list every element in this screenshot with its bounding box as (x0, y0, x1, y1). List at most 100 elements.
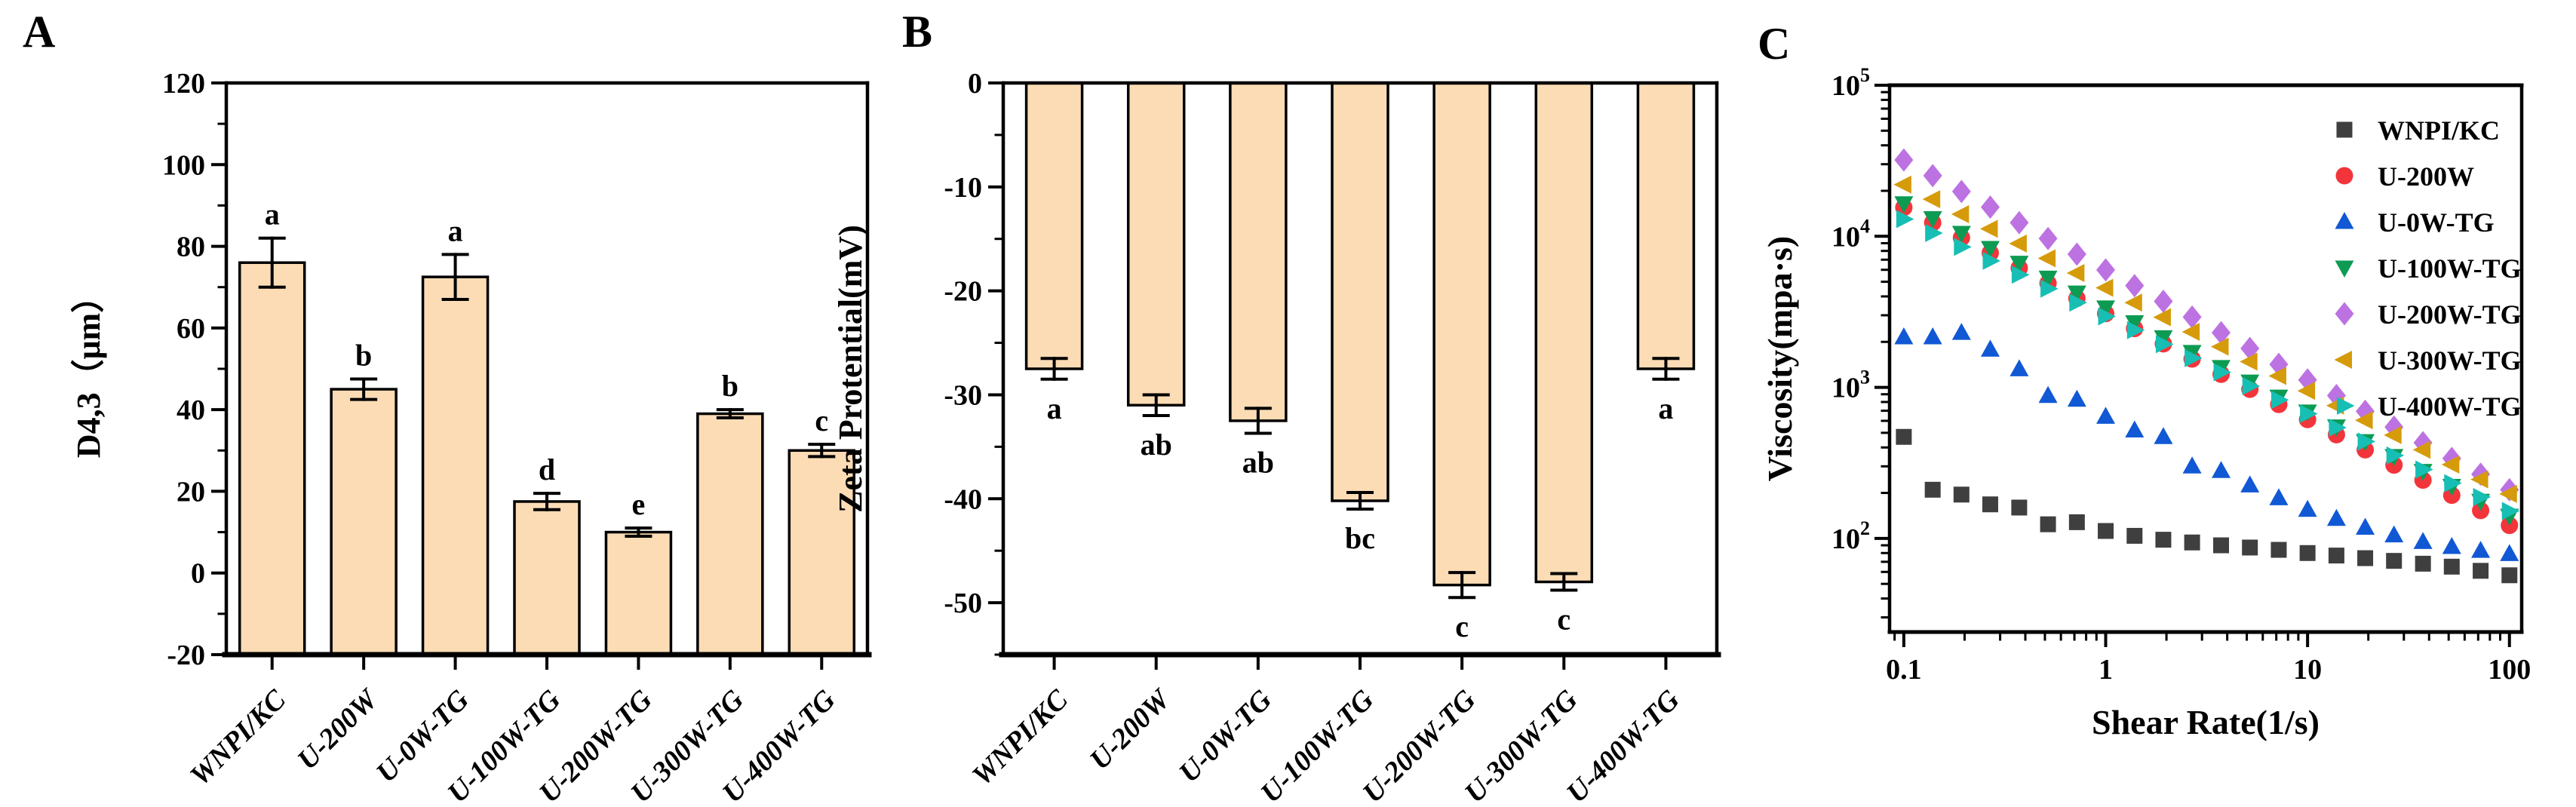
legend-item-U-200W-TG: U-200W-TG (2335, 299, 2522, 330)
legend-label: WNPI/KC (2378, 115, 2500, 146)
error-bar-U-100W-TG (1346, 491, 1374, 511)
point-U-200W-TG (2125, 274, 2145, 298)
y-tick-label: -50 (944, 588, 982, 619)
point-U-400W-TG (1954, 238, 1972, 256)
x-category-label: WNPI/KC (966, 683, 1075, 792)
point-U-100W-TG (2010, 256, 2029, 273)
point-U-200W-TG (2212, 321, 2231, 345)
point-WNPI/KC (2213, 537, 2230, 554)
y-axis-title-a: D4,3（μm） (70, 280, 107, 458)
error-bar-WNPI/KC (258, 236, 286, 289)
bar-U-200W-TG (1432, 81, 1491, 587)
y-tick-label: -20 (944, 276, 982, 308)
axes-b (988, 81, 1721, 670)
legend-label: U-400W-TG (2378, 391, 2522, 422)
x-category-label: U-200W (291, 682, 385, 776)
sig-letter-U-200W-TG: c (1455, 609, 1469, 643)
point-U-400W-TG (1982, 251, 2000, 270)
point-U-400W-TG (2011, 265, 2030, 284)
y-tick-label: -10 (944, 172, 982, 204)
point-U-0W-TG (2298, 499, 2317, 517)
point-WNPI/KC (1924, 481, 1941, 498)
x-category-label: U-200W (1084, 682, 1178, 776)
point-U-300W-TG (2037, 249, 2056, 268)
series-WNPI/KC (1896, 428, 2518, 584)
point-U-300W-TG (1979, 219, 1998, 238)
point-U-300W-TG (2268, 367, 2286, 385)
point-U-0W-TG (2356, 517, 2375, 535)
panel-letter-c: C (1758, 19, 1791, 69)
point-WNPI/KC (2357, 550, 2374, 566)
sig-letter-U-100W-TG: bc (1345, 521, 1375, 555)
point-U-300W-TG (2095, 278, 2114, 297)
y-tick-label: -40 (944, 483, 982, 515)
point-U-300W-TG (2499, 484, 2517, 503)
point-U-400W-TG (2069, 293, 2087, 312)
legend-marker-U-400W-TG (2337, 397, 2355, 415)
y-tick-label: 60 (177, 313, 205, 345)
point-U-0W-TG (1951, 323, 1971, 340)
point-U-0W-TG (2182, 456, 2202, 474)
y-tick-label-1e4: 104 (1831, 215, 1870, 253)
legend-marker-U-300W-TG (2334, 351, 2352, 369)
legend-label: U-100W-TG (2378, 253, 2522, 284)
legend-item-U-200W: U-200W (2335, 161, 2474, 192)
legend-marker-U-100W-TG (2335, 260, 2354, 278)
point-U-200W-TG (2010, 210, 2029, 235)
point-WNPI/KC (2155, 532, 2172, 548)
legend: WNPI/KC U-200W U-0W-TG U-100W-TG U-200W-TG U-… (2334, 115, 2522, 422)
error-bar-U-200W-TG (1448, 571, 1476, 600)
point-U-400W-TG (1896, 210, 1914, 229)
y-tick-label: 0 (968, 68, 982, 100)
series-U-0W-TG (1894, 323, 2519, 561)
y-axis-title-c: Viscosity(mpa·s) (1761, 236, 1799, 481)
series-U-300W-TG (1893, 175, 2517, 503)
error-bar-U-400W-TG (1652, 357, 1680, 381)
point-U-0W-TG (2500, 544, 2519, 561)
point-U-100W-TG (2038, 270, 2058, 288)
point-U-100W-TG (1923, 210, 1942, 229)
bar-U-300W-TG (696, 412, 764, 656)
bar-WNPI/KC (238, 261, 306, 656)
point-U-200W-TG (2096, 258, 2116, 282)
sig-letter-U-100W-TG: d (539, 453, 555, 486)
x-tick-label: 1 (2099, 654, 2113, 686)
sig-letter-U-200W: ab (1141, 428, 1172, 462)
point-U-0W-TG (1923, 327, 1942, 345)
point-U-300W-TG (2384, 425, 2402, 444)
point-U-300W-TG (2355, 411, 2373, 430)
error-bar-U-200W-TG (625, 526, 652, 538)
point-U-0W-TG (2384, 525, 2404, 543)
point-WNPI/KC (2040, 516, 2056, 532)
point-WNPI/KC (1953, 486, 1970, 503)
legend-item-U-0W-TG: U-0W-TG (2335, 207, 2495, 238)
y-tick-label: -30 (944, 379, 982, 411)
point-U-0W-TG (2125, 420, 2145, 437)
point-U-0W-TG (2010, 359, 2029, 376)
sig-letter-WNPI/KC: a (265, 198, 280, 232)
x-category-label: U-0W-TG (1173, 683, 1279, 789)
y-tick-label: 40 (177, 394, 205, 426)
sig-letter-U-400W-TG: c (815, 404, 828, 437)
y-tick-label: 20 (177, 476, 205, 508)
point-U-0W-TG (1894, 327, 1914, 345)
point-U-100W-TG (2125, 315, 2145, 333)
bar-WNPI/KC (1024, 81, 1084, 370)
legend-marker-U-0W-TG (2335, 212, 2354, 229)
sig-letter-WNPI/KC: a (1047, 391, 1062, 425)
point-U-0W-TG (2154, 427, 2173, 444)
error-bar-U-200W (1142, 393, 1170, 418)
point-WNPI/KC (2299, 545, 2316, 561)
point-WNPI/KC (1982, 496, 1998, 513)
point-U-300W-TG (2124, 293, 2142, 312)
point-WNPI/KC (1896, 428, 1912, 445)
point-U-400W-TG (2126, 321, 2145, 339)
point-WNPI/KC (2473, 563, 2489, 579)
point-U-300W-TG (2211, 337, 2229, 356)
error-bar-U-200W (350, 377, 378, 401)
panel-c-chart: 102 103 104 105 0.1 1 10 100 Shear Rate(1/s) Visc… (1761, 64, 2531, 741)
y-tick-label-1e5: 105 (1831, 64, 1870, 102)
x-category-label: WNPI/KC (184, 683, 293, 792)
point-U-300W-TG (2441, 456, 2460, 474)
